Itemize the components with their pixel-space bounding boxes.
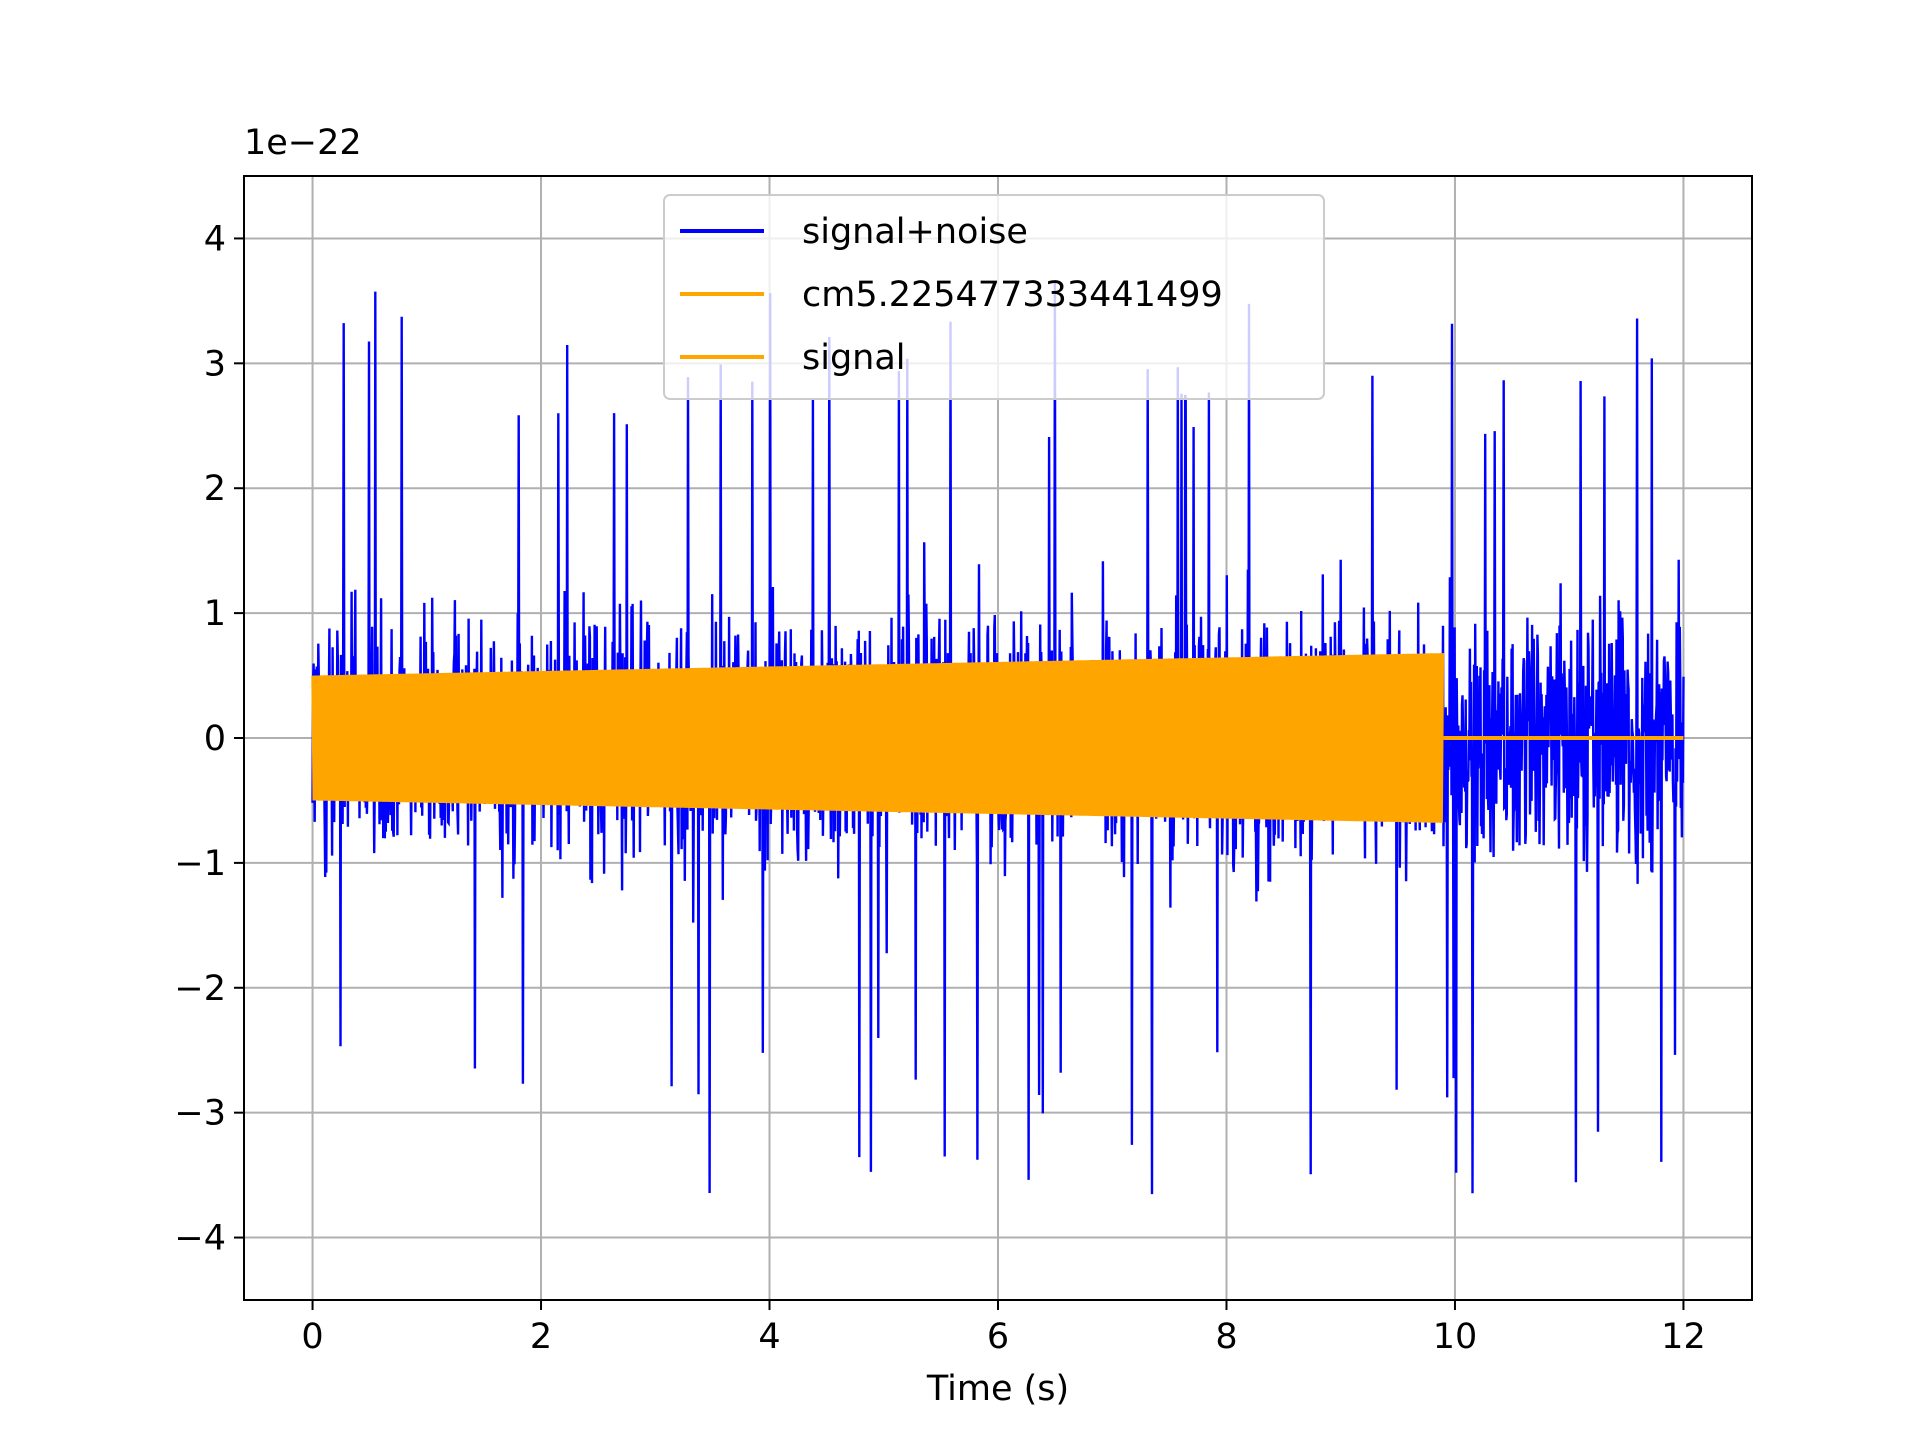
x-axis-label: Time (s): [926, 1369, 1069, 1409]
legend-box: [663, 194, 1325, 400]
y-tick-label: −1: [174, 844, 226, 884]
series-cm-line: [311, 653, 1445, 823]
x-tick-label: 8: [1215, 1317, 1237, 1357]
y-tick-label: 4: [204, 219, 226, 259]
y-tick-label: 3: [204, 344, 226, 384]
legend-label: signal: [802, 338, 906, 378]
y-tick-label: −4: [174, 1219, 226, 1259]
x-tick-label: 0: [301, 1317, 323, 1357]
y-tick-label: 0: [204, 719, 226, 759]
y-tick-label: 1: [204, 594, 226, 634]
legend-label: cm5.225477333441499: [802, 275, 1223, 315]
x-tick-label: 12: [1661, 1317, 1706, 1357]
y-tick-label: 2: [204, 469, 226, 509]
y-offset-label: 1e−22: [244, 123, 362, 163]
x-tick-label: 2: [530, 1317, 552, 1357]
y-tick-label: −3: [174, 1094, 226, 1134]
legend-label: signal+noise: [802, 212, 1028, 252]
x-tick-label: 10: [1433, 1317, 1478, 1357]
legend: signal+noise cm5.225477333441499 signal: [663, 194, 1325, 400]
x-tick-label: 6: [987, 1317, 1009, 1357]
y-tick-label: −2: [174, 969, 226, 1009]
plot-data: [311, 280, 1685, 1195]
x-tick-label: 4: [758, 1317, 780, 1357]
